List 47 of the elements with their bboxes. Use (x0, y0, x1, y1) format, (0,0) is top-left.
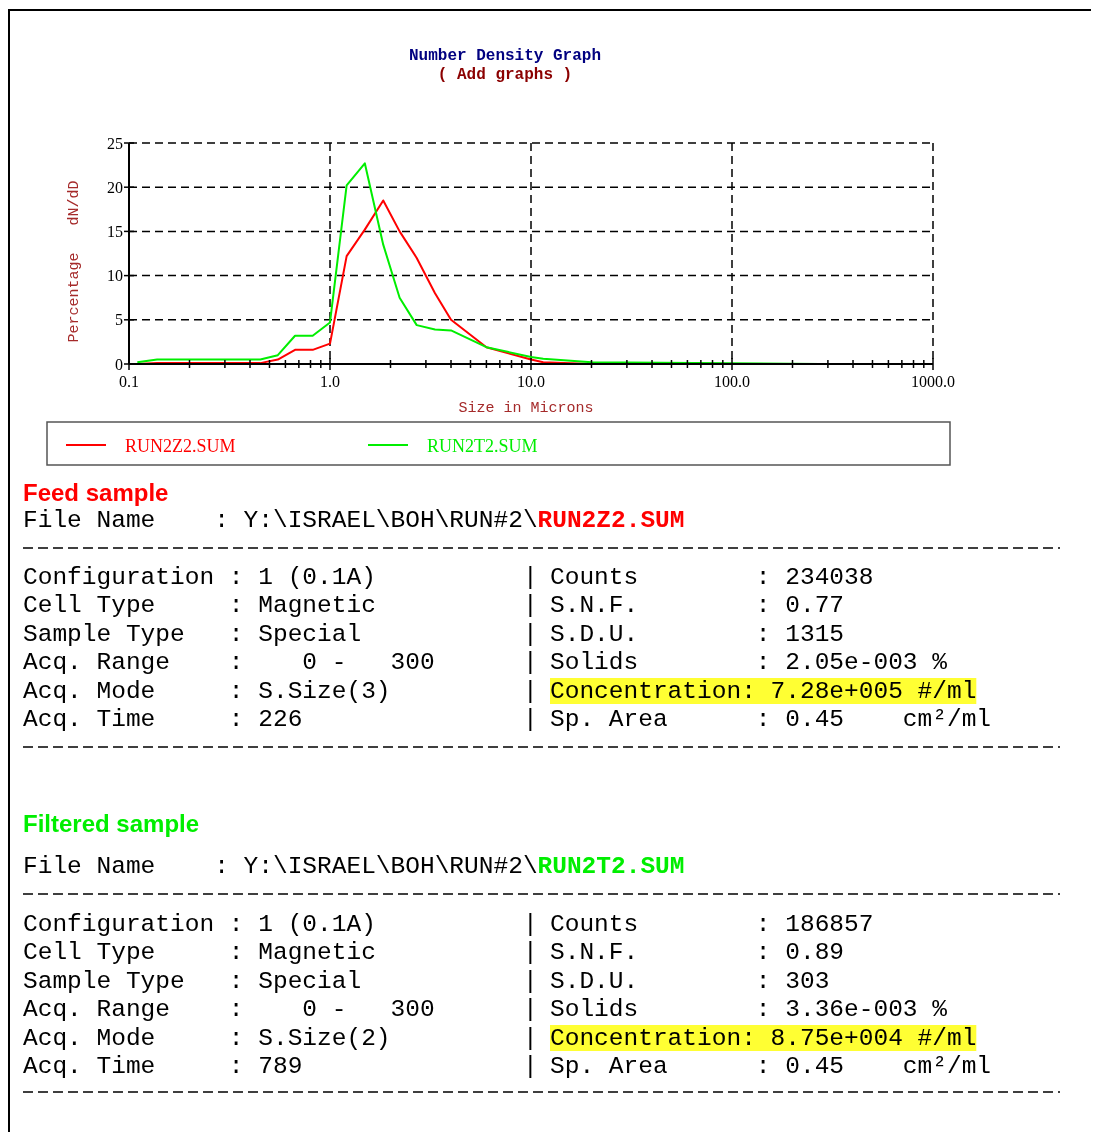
x-tick-label: 100.0 (714, 372, 750, 390)
text: S.D.U. : 303 (550, 967, 830, 995)
text: Sample Type : Special | (23, 967, 538, 995)
y-tick-label: 10 (107, 267, 123, 285)
x-tick-label: 0.1 (119, 372, 139, 390)
text: Counts : 186857 (550, 910, 874, 938)
y-tick-label: 5 (115, 311, 123, 329)
y-tick-label: 0 (115, 355, 123, 373)
text: Counts : 234038 (550, 563, 874, 591)
text: Solids : 3.36e-003 % (550, 996, 948, 1023)
text: Cell Type : Magnetic | (23, 592, 538, 619)
text: Sample Type : Special | (23, 620, 538, 648)
text: Sp. Area : 0.45 cm²/ml (550, 1053, 992, 1080)
y-tick-label: 20 (107, 178, 123, 196)
text: Acq. Range : 0 - 300 | (23, 996, 538, 1023)
text: S.D.U. : 1315 (550, 620, 845, 648)
text: Cell Type : Magnetic | (23, 939, 538, 966)
text: Acq. Time : 789 | (23, 1053, 538, 1080)
x-tick-label: 1.0 (320, 372, 340, 390)
text: Concentration: 7.28e+005 #/ml (550, 677, 977, 705)
text: Solids : 2.05e-003 % (550, 649, 948, 676)
text: S.N.F. : 0.89 (550, 939, 845, 966)
text: Configuration : 1 (0.1A) | (23, 563, 538, 591)
text: Feed sample (23, 478, 169, 506)
chart-subtitle: ( Add graphs ) (437, 66, 573, 84)
y-axis-title: Percentage dN/dD (65, 180, 83, 343)
text: Acq. Time : 226 | (23, 706, 538, 733)
text: Acq. Mode : S.Size(2) | (23, 1024, 538, 1052)
text: RUN2Z2.SUM (537, 506, 685, 534)
text: File Name : Y:\ISRAEL\BOH\RUN#2\ (23, 852, 538, 880)
legend-label: RUN2Z2.SUM (125, 436, 236, 456)
x-axis-title: Size in Microns (458, 399, 594, 417)
y-tick-label: 15 (107, 222, 123, 240)
x-tick-label: 1000.0 (911, 372, 955, 390)
text: S.N.F. : 0.77 (550, 592, 845, 619)
text: RUN2T2.SUM (537, 852, 685, 880)
legend-label: RUN2T2.SUM (427, 436, 538, 456)
text: Acq. Range : 0 - 300 | (23, 649, 538, 676)
text: Sp. Area : 0.45 cm²/ml (550, 706, 992, 733)
chart-title: Number Density Graph (408, 47, 602, 65)
text: Concentration: 8.75e+004 #/ml (550, 1024, 977, 1052)
text: Configuration : 1 (0.1A) | (23, 910, 538, 938)
text: File Name : Y:\ISRAEL\BOH\RUN#2\ (23, 506, 538, 534)
text: Filtered sample (23, 809, 200, 837)
text: Acq. Mode : S.Size(3) | (23, 677, 538, 705)
x-tick-label: 10.0 (517, 372, 545, 390)
y-tick-label: 25 (107, 134, 123, 152)
